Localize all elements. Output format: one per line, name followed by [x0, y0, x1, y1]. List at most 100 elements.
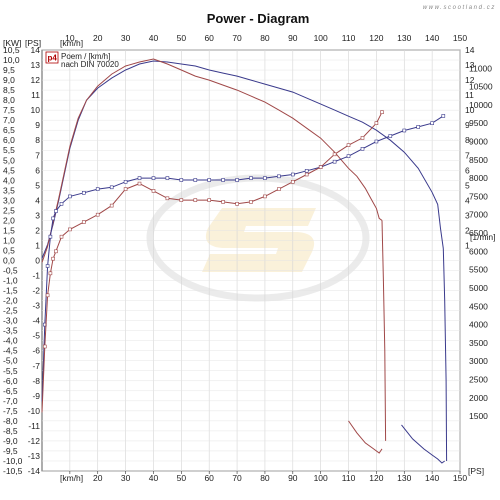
ps-right-tick-label: 9 [465, 120, 470, 130]
rpm-marker [45, 264, 50, 268]
x-tick-label-bottom: 120 [369, 473, 383, 483]
x-tick-label-bottom: 140 [425, 473, 439, 483]
rpm-marker [109, 203, 114, 208]
ps-right-tick-label: 2 [465, 225, 470, 235]
series-layer [41, 58, 448, 464]
rpm-marker [380, 110, 384, 114]
watermark: www.scootland.cz [423, 5, 495, 11]
rpm-tick-label: 4000 [469, 320, 488, 330]
rpm-marker [48, 271, 53, 276]
rpm-tick-label: 1500 [469, 411, 488, 421]
kw-tick-label: 5,5 [3, 145, 15, 155]
rpm-tick-label: 4500 [469, 301, 488, 311]
rpm-marker [59, 202, 64, 206]
rpm-marker [95, 212, 100, 217]
kw-tick-label: -8,0 [3, 416, 18, 426]
x-tick-label-top: 90 [288, 33, 298, 43]
x-tick-label-top: 100 [314, 33, 328, 43]
rpm-marker [165, 176, 170, 180]
rpm-marker [332, 159, 337, 164]
rpm-tick-label: 6000 [469, 246, 488, 256]
rpm-marker [193, 178, 198, 182]
axes-layer: 10 20203030404050506060707080809090100100… [3, 33, 493, 483]
rpm-marker [51, 216, 55, 221]
rpm-marker [48, 234, 53, 239]
legend-line-1: Poem / [km/h] [61, 52, 110, 61]
legend-badge [45, 51, 59, 64]
rpm-marker [346, 143, 351, 147]
ps-left-tick-label: -1 [32, 271, 40, 281]
rpm-tick-label: 3500 [469, 338, 488, 348]
rpm-marker [179, 198, 184, 202]
ps-right-tick-label: 6 [465, 165, 470, 175]
rpm-tick-label: 9000 [469, 137, 488, 147]
rpm-marker [374, 139, 379, 144]
rpm-marker [360, 147, 365, 151]
series-coastdown-line [401, 424, 445, 464]
rpm-marker [54, 209, 58, 213]
ps-left-tick-label: -11 [28, 421, 40, 431]
series-drop-line [442, 248, 448, 462]
rpm-marker [430, 121, 434, 125]
rpm-marker [151, 189, 156, 193]
ps-left-tick-label: -6 [32, 346, 40, 356]
ps-left-tick-label: 4 [35, 195, 40, 205]
kw-tick-label: -0,5 [3, 266, 18, 276]
rpm-marker [416, 125, 421, 129]
series-drop-line [381, 220, 387, 441]
x-tick-label-bottom: 40 [149, 473, 159, 483]
rpm-marker [165, 196, 170, 201]
logo-watermark [146, 174, 370, 302]
rpm-tick-label: 9500 [469, 118, 488, 128]
kw-tick-label: -1,0 [3, 276, 18, 286]
x-tick-label-top: 40 [149, 33, 159, 43]
rpm-marker [221, 178, 225, 182]
rpm-marker [263, 176, 267, 180]
series-power-line [41, 60, 444, 259]
rpm-tick-label: 11000 [469, 63, 492, 73]
rpm-marker [137, 176, 142, 180]
rpm-marker [235, 178, 239, 182]
ps-left-tick-label: -9 [32, 391, 40, 401]
ps-left-tick-label: 11 [31, 90, 40, 100]
kw-tick-label: 3,0 [3, 195, 15, 205]
rpm-marker [179, 178, 184, 182]
rpm-tick-label: 7500 [469, 191, 488, 201]
rpm-marker [263, 194, 267, 199]
ps-left-tick-label: 3 [35, 210, 40, 220]
x-tick-label-bottom: 30 [121, 473, 131, 483]
rpm-marker [68, 227, 72, 232]
ps-left-tick-label: -7 [32, 361, 40, 371]
x-axis-unit-top: [km/h] [60, 38, 83, 48]
rpm-marker [304, 169, 309, 173]
x-axis-unit-bottom: [km/h] [60, 473, 83, 483]
rpm-marker [54, 249, 58, 254]
x-tick-label-top: 130 [397, 33, 411, 43]
ps-right-tick-label: 11 [465, 90, 474, 100]
kw-tick-label: -10,0 [3, 456, 23, 466]
ps-right-tick-label: 10 [465, 105, 475, 115]
kw-tick-label: -8,5 [3, 426, 18, 436]
ps-left-tick-label: 2 [35, 225, 40, 235]
kw-tick-label: -4,0 [3, 336, 18, 346]
rpm-marker [42, 344, 47, 349]
ps-right-tick-label: 14 [465, 45, 475, 55]
ps-left-tick-label: 1 [35, 240, 40, 250]
x-tick-label-bottom: 90 [288, 473, 298, 483]
kw-tick-label: 10,5 [3, 45, 20, 55]
ps-left-axis-unit: [PS] [25, 38, 41, 48]
x-tick-label-bottom: 50 [177, 473, 187, 483]
rpm-marker [207, 178, 211, 182]
rpm-marker [402, 128, 407, 133]
rpm-marker [82, 191, 86, 195]
x-tick-label-bottom: 70 [232, 473, 242, 483]
rpm-tick-label: 2000 [469, 393, 488, 403]
kw-tick-label: -1,5 [3, 286, 18, 296]
kw-tick-label: 1,5 [3, 225, 15, 235]
rpm-marker [123, 187, 128, 191]
rpm-axis-unit: [1/min] [470, 232, 496, 242]
legend-badge-label: p4 [48, 54, 58, 63]
x-tick-label-bottom: 20 [93, 473, 103, 483]
kw-tick-label: 5,0 [3, 155, 15, 165]
